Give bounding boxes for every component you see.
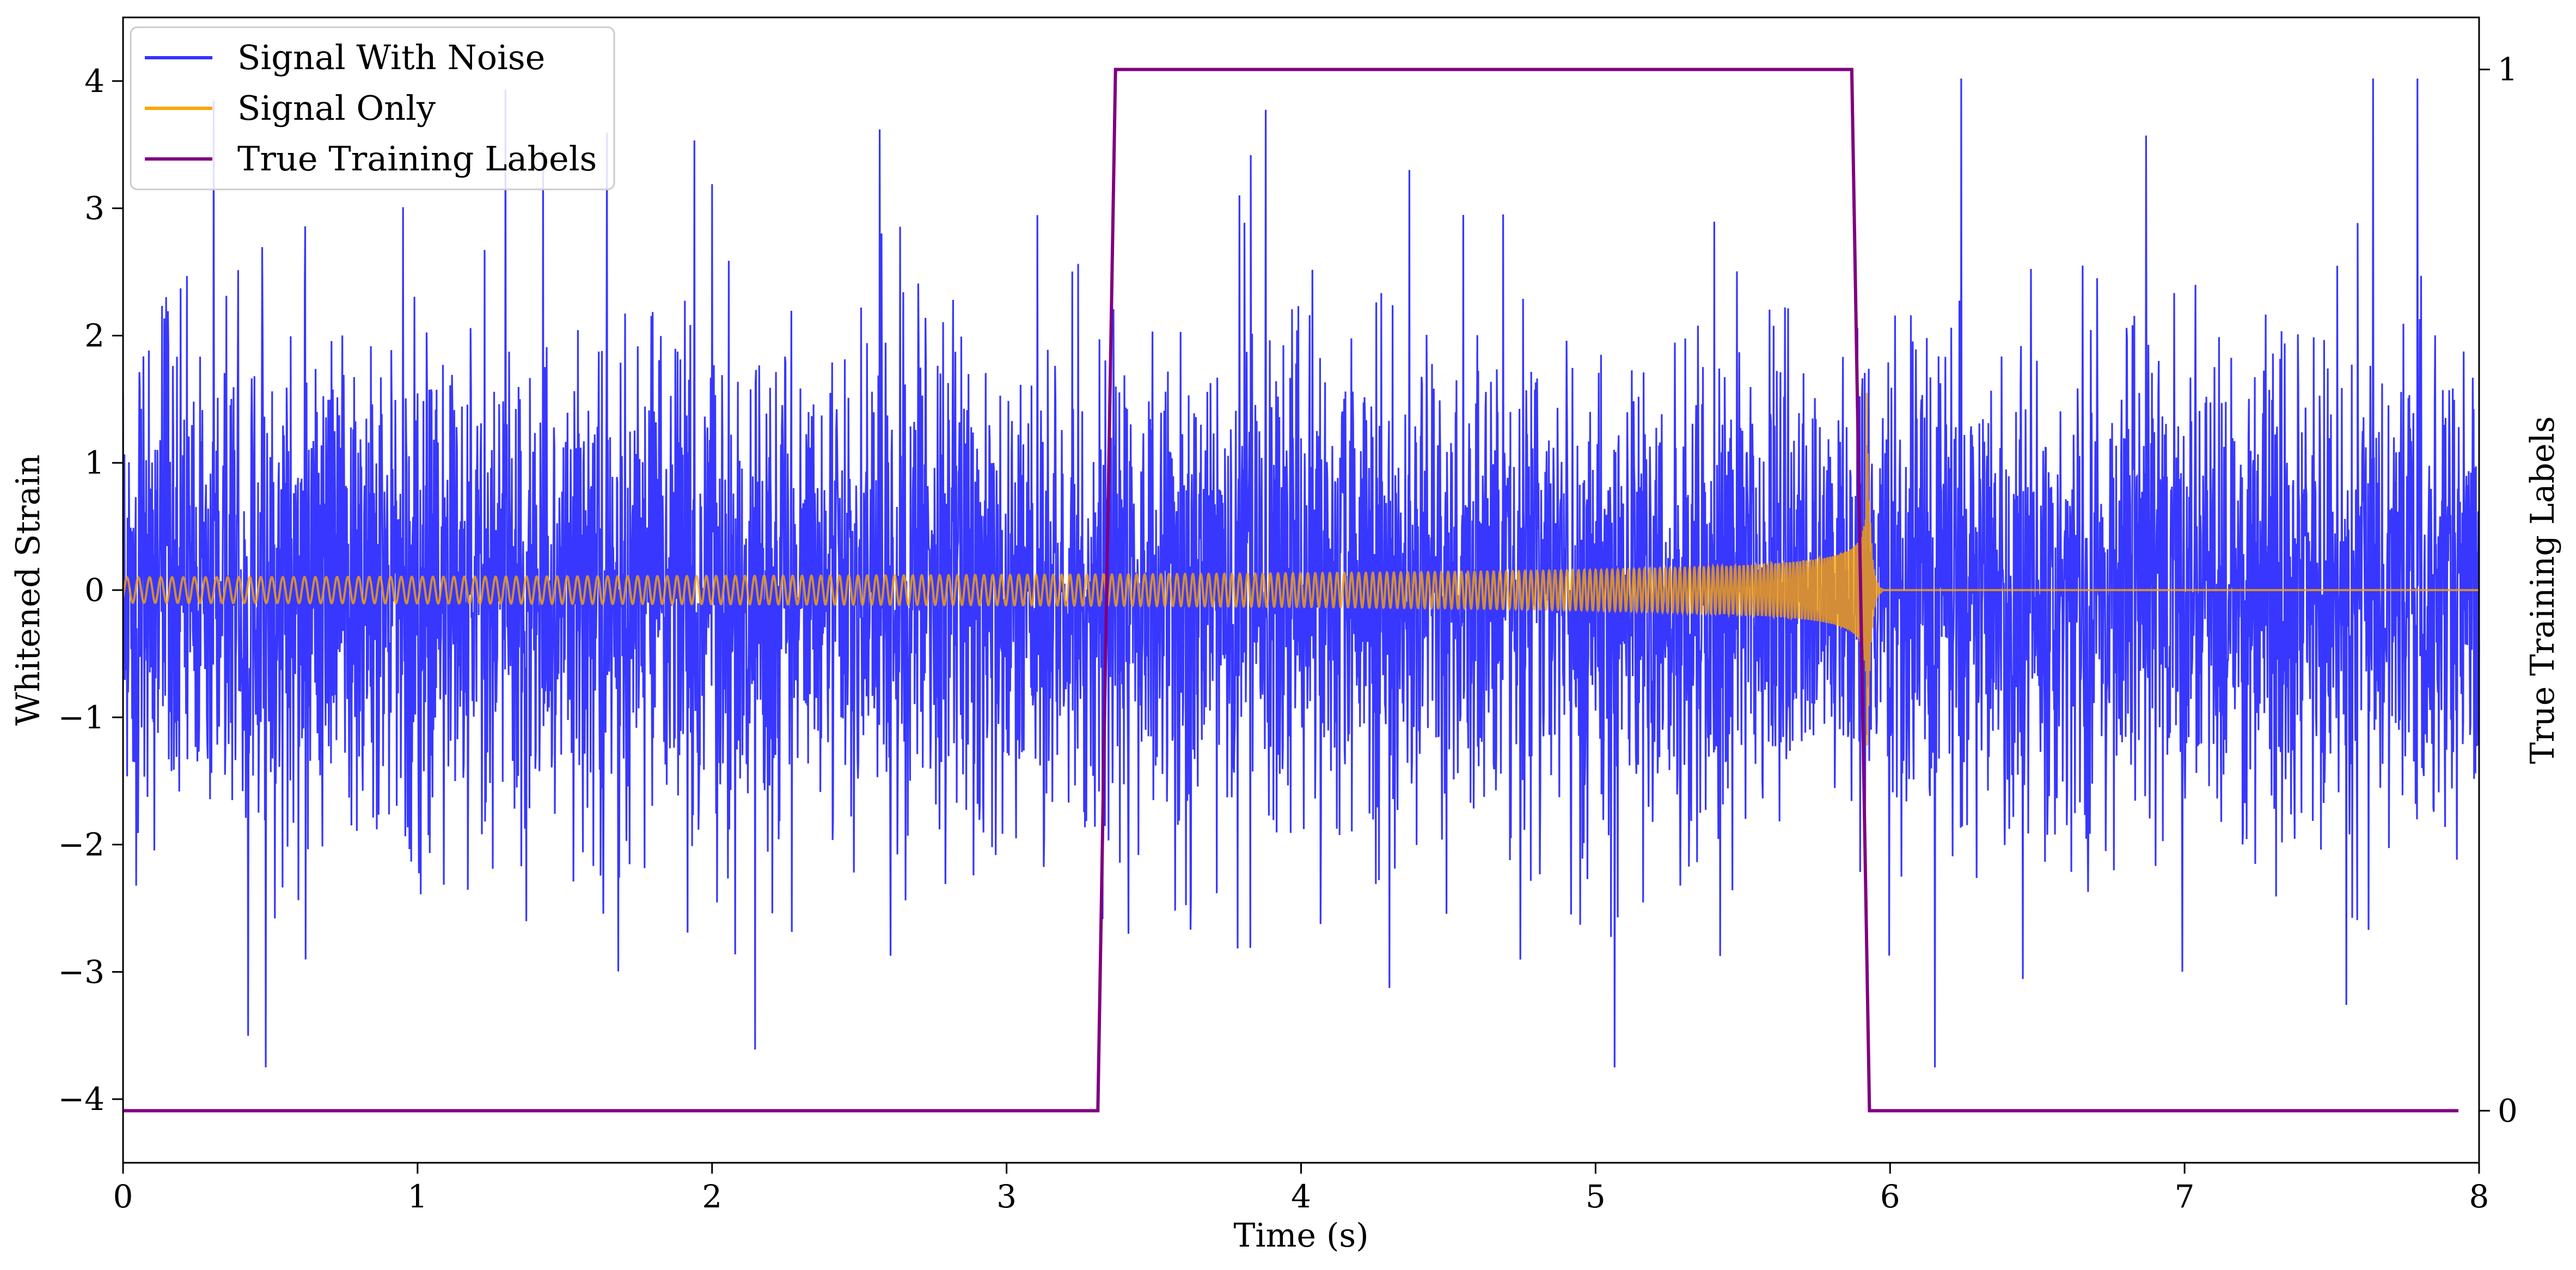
y-axis-title: Whitened Strain [9, 455, 47, 726]
y-tick-label-8: 4 [84, 63, 105, 100]
x-tick-label-7: 7 [2175, 1178, 2195, 1215]
plot-area [122, 68, 2480, 1113]
x-axis: 0 1 2 3 4 5 6 7 8 [113, 1163, 2489, 1215]
x-tick-label-3: 3 [996, 1178, 1017, 1215]
x-tick-label-5: 5 [1586, 1178, 1606, 1215]
x-axis-title: Time (s) [1233, 1217, 1368, 1255]
signal-only-line [122, 392, 2479, 746]
signal-with-noise-series [122, 78, 2480, 1067]
y-tick-label-7: 3 [84, 190, 105, 227]
y2-axis: 01 [2479, 51, 2518, 1129]
x-tick-label-8: 8 [2469, 1178, 2489, 1215]
true-training-labels-line [123, 68, 2459, 1113]
y-tick-label-5: 1 [84, 444, 105, 481]
y-axis: −4 −3 −2 −1 0 1 2 3 4 [58, 63, 123, 1118]
x-tick-label-6: 6 [1880, 1178, 1900, 1215]
y-tick-label-4: 0 [84, 572, 105, 609]
signal-only-series [122, 392, 2479, 746]
y2-tick-label-1: 1 [2498, 51, 2518, 88]
legend-label-0: Signal With Noise [237, 38, 545, 77]
x-tick-label-1: 1 [407, 1178, 427, 1215]
y-tick-label-2: −2 [58, 826, 105, 863]
legend-box [130, 26, 615, 191]
signal-with-noise-line [122, 78, 2480, 1067]
x-tick-label-4: 4 [1291, 1178, 1311, 1215]
y-tick-label-0: −4 [58, 1081, 105, 1118]
y2-tick-label-0: 0 [2498, 1092, 2518, 1129]
x-tick-label-0: 0 [113, 1178, 133, 1215]
legend-label-1: Signal Only [237, 88, 436, 128]
legend: Signal With Noise Signal Only True Trainin… [130, 26, 615, 191]
true-training-labels-series [123, 68, 2459, 1113]
y-tick-label-6: 2 [84, 317, 105, 354]
y-tick-label-1: −3 [58, 953, 105, 990]
y2-axis-title: True Training Labels [2524, 416, 2562, 764]
x-tick-label-2: 2 [702, 1178, 722, 1215]
legend-label-2: True Training Labels [237, 139, 597, 179]
y-tick-label-3: −1 [58, 699, 105, 736]
